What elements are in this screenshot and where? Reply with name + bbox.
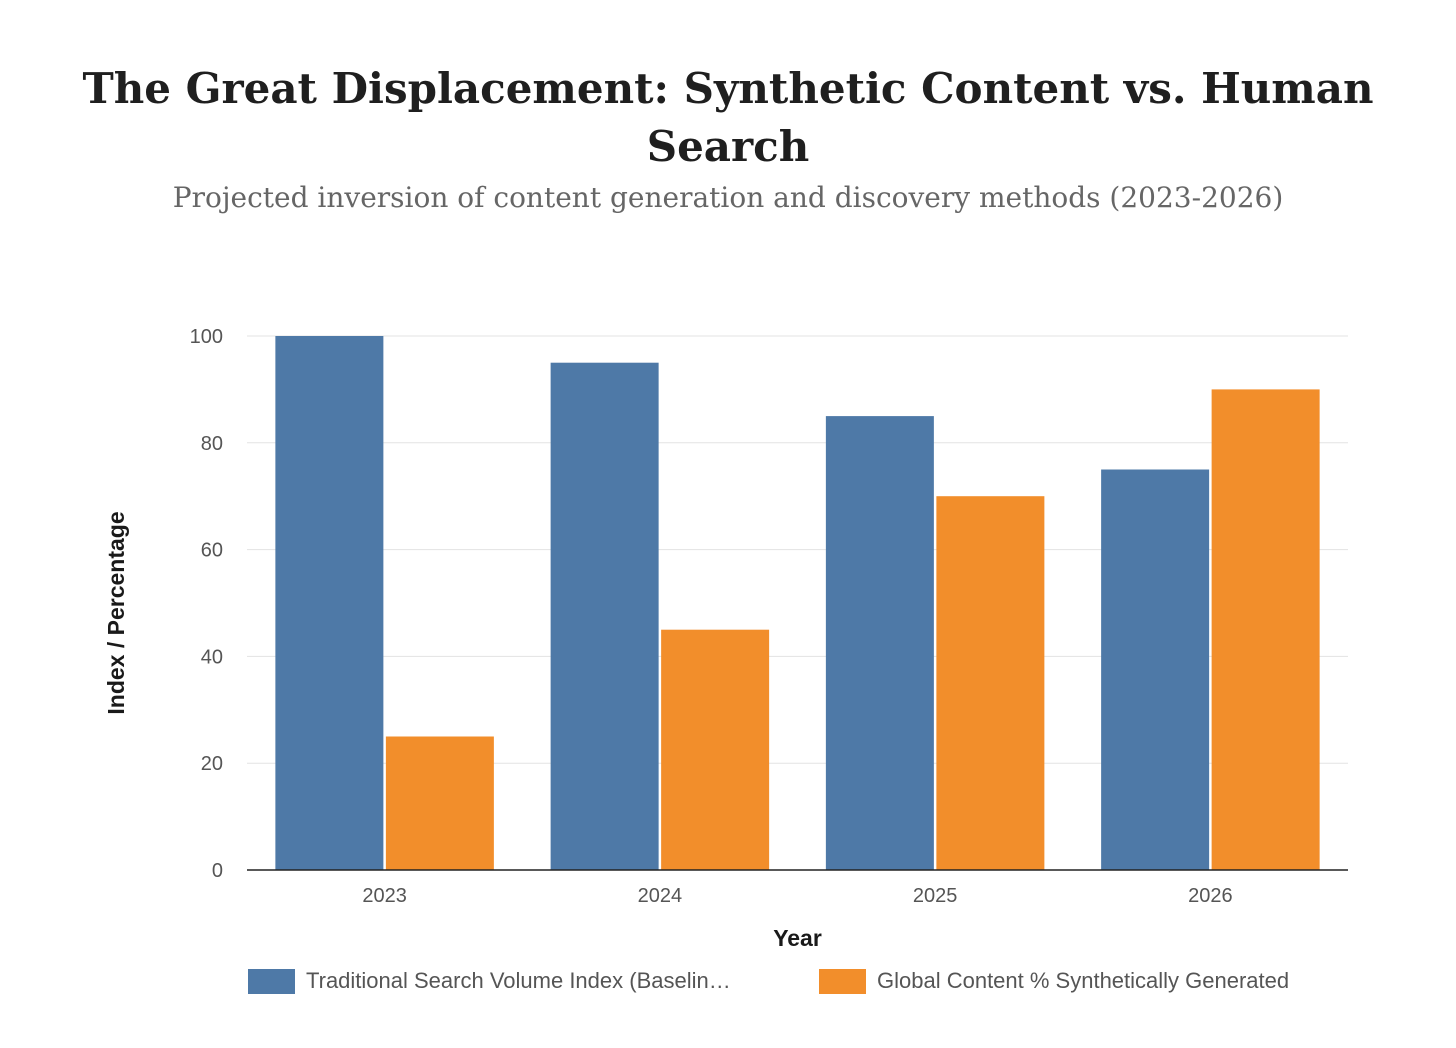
- bar-2-2026: [1211, 389, 1320, 870]
- legend-item-series-2[interactable]: Global Content % Synthetically Generated: [819, 964, 1289, 998]
- bar-1-2024: [550, 362, 659, 870]
- y-tick-label: 40: [201, 646, 223, 668]
- legend: Traditional Search Volume Index (Baselin…: [0, 964, 1456, 998]
- x-tick-label: 2024: [638, 885, 683, 907]
- bar-2-2025: [936, 496, 1045, 870]
- legend-label-series-1: Traditional Search Volume Index (Baselin…: [306, 968, 731, 993]
- bar-1-2026: [1101, 469, 1210, 870]
- x-tick-label: 2026: [1188, 885, 1233, 907]
- chart-subtitle: Projected inversion of content generatio…: [172, 181, 1284, 214]
- legend-label-series-2: Global Content % Synthetically Generated: [877, 968, 1290, 993]
- y-tick-label: 100: [190, 326, 223, 348]
- bars: [275, 336, 1320, 870]
- y-tick-label: 80: [201, 433, 223, 455]
- legend-swatch-series-2: [819, 968, 866, 994]
- bar-1-2023: [275, 336, 384, 870]
- y-tick-label: 20: [201, 753, 223, 775]
- y-tick-label: 0: [212, 860, 223, 882]
- x-axis-title: Year: [773, 925, 822, 951]
- chart-title: The Great Displacement: Synthetic Conten…: [82, 64, 1374, 171]
- legend-item-series-1[interactable]: Traditional Search Volume Index (Baselin…: [248, 964, 731, 998]
- bar-2-2023: [385, 736, 494, 870]
- bar-1-2025: [825, 416, 934, 870]
- legend-swatch-series-1: [248, 968, 295, 994]
- x-tick-label: 2023: [362, 885, 407, 907]
- axes: 0 20 40 60 80 100 2023 2024 2025 2026: [190, 326, 1348, 907]
- y-axis-title: Index / Percentage: [103, 511, 129, 714]
- bar-2-2024: [661, 629, 770, 870]
- x-tick-label: 2025: [913, 885, 958, 907]
- y-tick-label: 60: [201, 540, 223, 562]
